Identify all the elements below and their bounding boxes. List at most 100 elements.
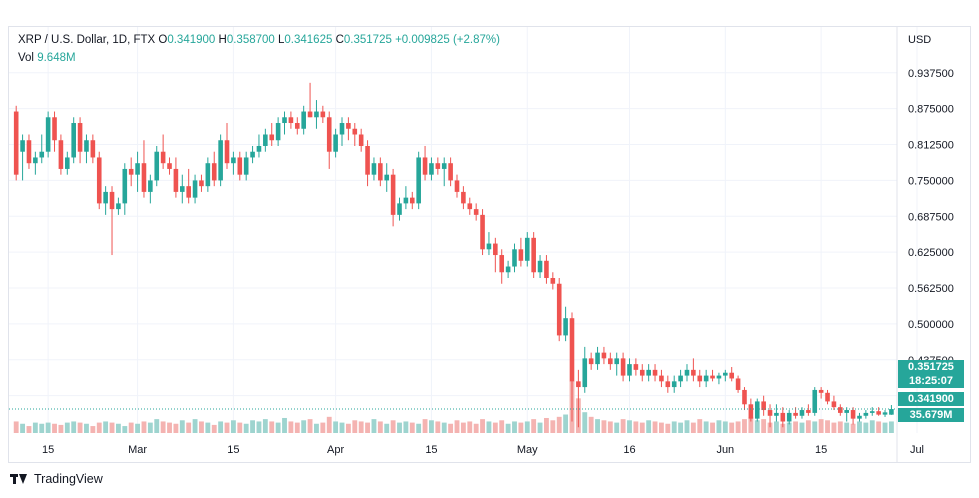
volume-bar — [307, 419, 313, 433]
y-tick-label: 0.875000 — [908, 104, 954, 116]
volume-bar — [103, 421, 109, 433]
candle-body — [275, 123, 281, 141]
candle-body — [263, 134, 268, 146]
volume-bar — [512, 421, 517, 433]
candlestick-chart[interactable]: 0.937500 0.875000 0.812500 0.750000 0.687500… — [9, 27, 970, 462]
volume-bar — [435, 421, 441, 433]
candle-body — [576, 381, 581, 388]
volume-bar — [531, 419, 537, 433]
candle-body — [633, 364, 639, 370]
candle-body — [550, 278, 556, 284]
candle-body — [588, 358, 594, 365]
volume-bar — [269, 421, 275, 433]
volume-bar — [20, 423, 26, 433]
volume-bar — [857, 421, 862, 433]
candle-body — [608, 358, 613, 365]
candle-body — [141, 163, 147, 192]
volume-bar — [301, 420, 307, 433]
candle-body — [409, 197, 415, 204]
candle-body — [154, 151, 160, 181]
candle-body — [857, 415, 862, 419]
volume-bar — [294, 422, 300, 433]
candle-body — [710, 375, 715, 379]
candle-body — [116, 203, 121, 210]
y-tick-label: 0.937500 — [908, 68, 954, 80]
volume-bar — [230, 420, 236, 433]
x-tick-label: Jun — [716, 444, 734, 456]
candle-body — [563, 318, 568, 336]
candle-body — [799, 410, 805, 416]
x-tick-label: May — [517, 444, 538, 456]
volume-tag: 35.679M — [898, 408, 964, 422]
volume-bar — [710, 422, 715, 433]
candle-body — [818, 389, 824, 393]
volume-bar — [52, 423, 57, 433]
low-label: L — [278, 34, 285, 46]
currency-label: USD — [908, 34, 932, 46]
high-value: 0.358700 — [226, 34, 275, 46]
candle-body — [889, 409, 894, 415]
volume-bar — [409, 422, 415, 433]
volume-legend: Vol 9.648M — [18, 52, 76, 64]
change-value: +0.009825 (+2.87%) — [395, 34, 500, 46]
volume-bar — [773, 421, 779, 433]
volume-bar — [544, 417, 549, 433]
candle-body — [199, 180, 204, 187]
volume-bar — [250, 420, 255, 433]
high-label: H — [218, 34, 227, 46]
candle-body — [486, 243, 492, 250]
candle-body — [20, 140, 25, 152]
candle-body — [627, 364, 632, 376]
volume-bar — [135, 423, 141, 433]
candle-body — [691, 369, 696, 376]
candle-body — [211, 163, 217, 181]
countdown-tag: 18:25:07 — [898, 374, 964, 388]
volume-bar — [888, 421, 894, 433]
volume-bar — [237, 422, 243, 433]
candle-body — [371, 163, 377, 175]
candle-body — [735, 378, 741, 390]
candle-body — [869, 411, 875, 413]
candle-body — [122, 168, 128, 204]
volume-bar — [825, 420, 830, 433]
volume-bar — [537, 422, 543, 433]
y-tick-label: 0.812500 — [908, 140, 954, 152]
volume-bar — [77, 422, 83, 433]
volume-bar — [480, 419, 485, 433]
volume-bar — [243, 423, 249, 433]
volume-bar — [90, 426, 96, 433]
volume-bar — [735, 421, 741, 433]
volume-bar — [403, 421, 409, 433]
candle-body — [33, 157, 38, 164]
volume-bar — [805, 420, 811, 433]
candle-body — [697, 375, 703, 382]
candle-body — [761, 401, 766, 411]
volume-bar — [793, 421, 799, 433]
volume-bar — [882, 422, 888, 433]
volume-bar — [742, 419, 747, 433]
candle-body — [224, 140, 230, 164]
volume-bar — [595, 419, 600, 433]
volume-bar — [780, 423, 786, 433]
candle-body — [825, 392, 830, 402]
volume-bar — [812, 421, 818, 433]
candle-body — [639, 369, 645, 376]
ohlc-legend: XRP / U.S. Dollar, 1D, FTX O0.341900 H0.… — [18, 34, 500, 46]
volume-bar — [377, 421, 383, 433]
candle-body — [850, 410, 856, 419]
volume-label: Vol — [18, 52, 34, 64]
volume-bar — [160, 421, 166, 433]
candle-body — [569, 318, 575, 382]
candle-body — [148, 180, 153, 192]
y-tick-label: 0.750000 — [908, 175, 954, 187]
volume-bar — [109, 422, 115, 433]
volume-bar — [58, 424, 64, 433]
volume-bar — [690, 422, 696, 433]
candle-body — [192, 180, 198, 198]
volume-bar — [71, 421, 77, 433]
candle-body — [352, 128, 358, 135]
candle-body — [448, 163, 453, 181]
tradingview-logo[interactable]: TradingView — [10, 472, 103, 486]
candle-body — [429, 163, 434, 175]
volume-bar — [192, 419, 198, 433]
